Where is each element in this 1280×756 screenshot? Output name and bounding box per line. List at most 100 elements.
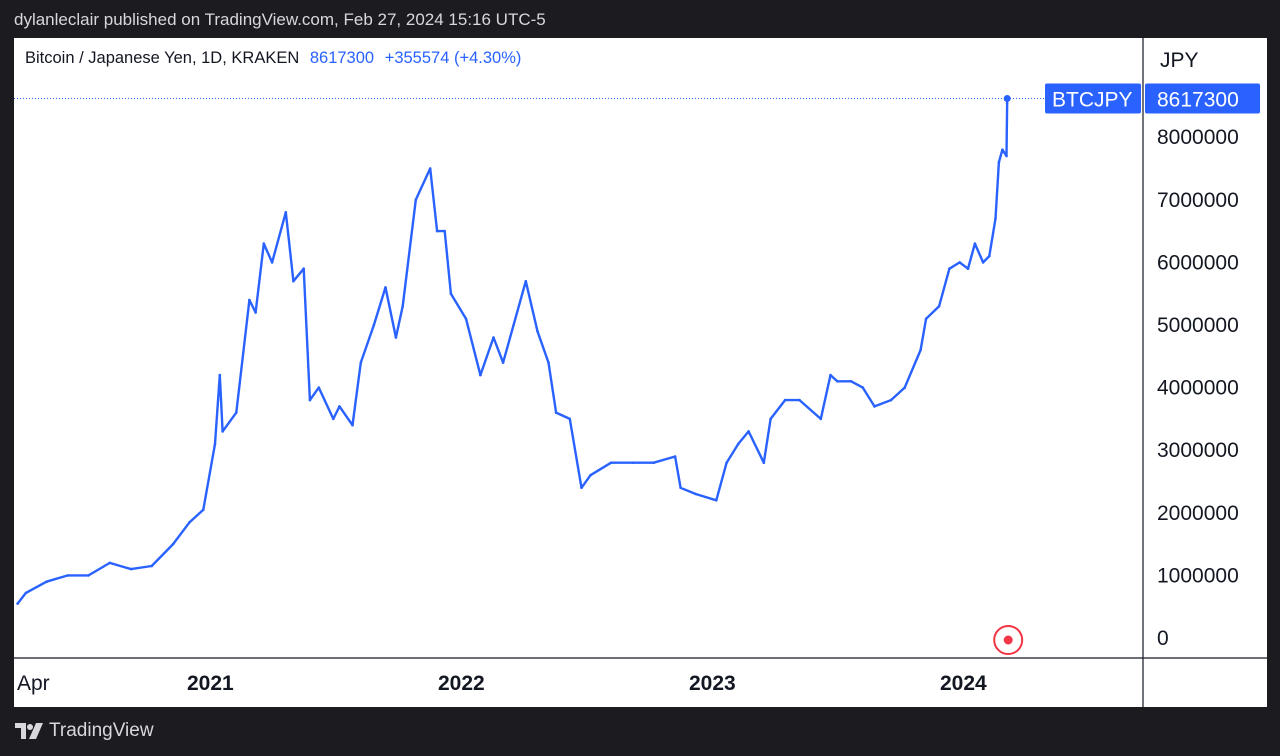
data-point [631,461,635,465]
chart-svg[interactable]: 0 1000000 2000000 3000000 4000000 5000000 6000… [14,38,1267,707]
data-point [798,398,801,402]
data-point [948,267,951,270]
data-point [435,229,439,233]
data-point [937,304,941,308]
data-point [861,386,865,389]
data-point [129,567,133,571]
data-point [836,380,839,383]
y-tick-label: 5000000 [1157,314,1239,337]
data-point [108,561,112,565]
publish-info: dylanleclair published on TradingView.co… [14,10,546,29]
x-tick-label: 2021 [187,672,234,695]
y-tick-label: 1000000 [1157,564,1239,587]
y-tick-label: 7000000 [1157,189,1239,212]
data-point [1005,154,1008,158]
data-point [235,411,238,414]
data-point [652,461,655,465]
tradingview-logo-icon [15,723,43,739]
data-point [302,267,306,270]
data-point [359,361,363,364]
data-point [338,405,341,408]
data-point [997,160,1001,164]
data-point [171,542,175,546]
data-point [479,373,482,377]
price-tag-bg [1145,83,1260,114]
data-point [889,398,893,402]
data-point [24,591,28,595]
data-point [737,442,740,446]
series-line-btcjpy[interactable] [16,98,1009,605]
data-point [873,405,876,408]
data-point [673,455,677,458]
data-point [248,298,251,302]
data-point [372,323,376,327]
data-point [829,373,832,377]
data-point [449,292,453,295]
currency-label: JPY [1160,49,1199,72]
data-point [769,417,772,421]
data-point [443,229,447,233]
data-point [221,430,224,433]
data-point [966,267,970,270]
data-point [903,386,906,389]
data-point [589,473,592,477]
footer: TradingView [15,720,154,742]
footer-brand: TradingView [49,720,154,741]
data-point [547,361,550,364]
data-point [994,217,997,220]
x-tick-label: Apr [17,672,50,695]
x-tick-label: 2023 [689,672,736,695]
data-point [762,461,766,465]
data-point [747,430,750,433]
x-tick-label: 2022 [438,672,485,695]
y-tick-label: 0 [1157,627,1169,650]
data-point [428,167,432,170]
data-point [464,317,468,321]
data-point [188,520,191,524]
data-point [580,486,583,490]
data-point [262,242,266,245]
data-point [414,198,418,202]
chart-frame[interactable]: 0 1000000 2000000 3000000 4000000 5000000 6000… [14,38,1267,707]
y-tick-label: 8000000 [1157,126,1239,149]
data-point [308,398,312,402]
data-point [924,317,928,321]
data-point [66,574,70,577]
data-point [16,602,19,605]
data-point [150,564,153,568]
data-point [919,348,922,352]
data-point [988,254,991,258]
x-tick-label: 2024 [940,672,987,695]
y-tick-label: 6000000 [1157,251,1239,274]
data-point [401,304,405,308]
y-tick-label: 2000000 [1157,502,1239,525]
data-point [725,461,728,465]
data-point [284,211,288,214]
data-point [568,417,572,421]
symbol-tag-bg [1045,83,1141,114]
data-point [394,336,398,339]
data-point [554,411,558,414]
data-point [317,386,321,389]
header-price-change: +355574 (+4.30%) [384,49,522,67]
last-price-dot [1003,95,1011,103]
header-last-price: 8617300 [309,49,375,67]
data-point [384,286,387,289]
data-point [715,499,718,502]
data-point [332,417,335,421]
data-point [973,242,977,245]
data-point [213,442,217,446]
data-point [981,261,985,264]
data-point [501,361,505,364]
data-point [1001,148,1004,151]
data-point [87,574,90,577]
data-point [958,261,961,264]
data-point [292,279,295,283]
data-point [536,330,539,333]
y-tick-label: 3000000 [1157,439,1239,462]
data-point [694,492,697,496]
data-point [202,508,205,512]
event-marker-dot [1003,635,1013,645]
data-point [254,311,257,314]
data-point [679,486,682,490]
